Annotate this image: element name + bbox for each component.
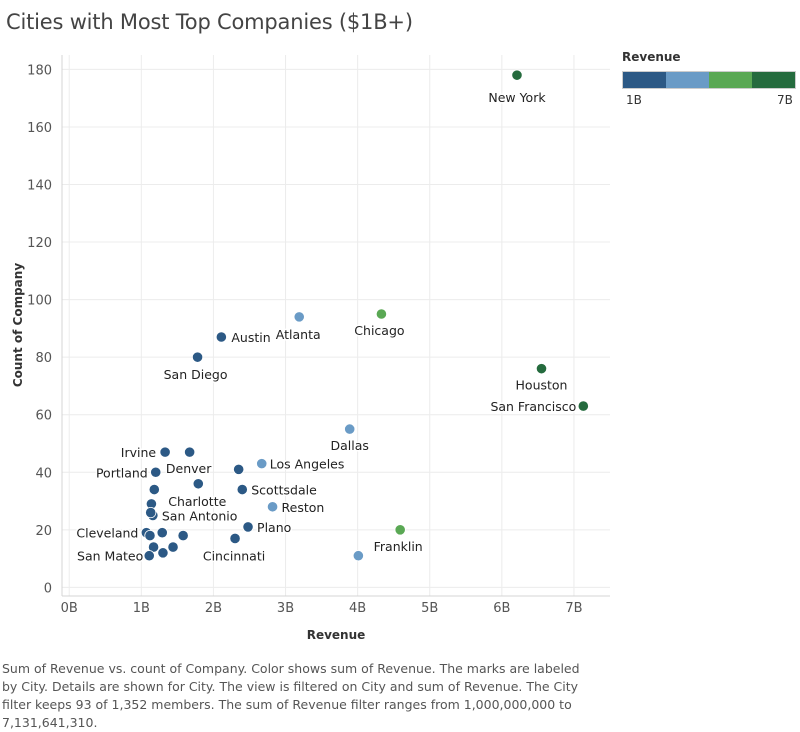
y-tick-label: 60 bbox=[35, 409, 52, 424]
axes: 0 20 40 60 80 100 120 140 160 180 0B 1B 2B 3B 4B 5B 6B 7B… bbox=[11, 55, 610, 642]
legend-swatch-4 bbox=[752, 72, 795, 88]
point-label-new-york: New York bbox=[488, 90, 546, 105]
x-tick-label: 1B bbox=[133, 601, 150, 616]
gridlines bbox=[62, 55, 610, 596]
data-point-plano bbox=[242, 521, 254, 533]
point-labels: New York Houston San Francisco Chicago Frank… bbox=[75, 89, 578, 566]
data-point-atlanta bbox=[293, 311, 305, 323]
data-point-unlabeled bbox=[233, 463, 245, 475]
data-point-cincinnati bbox=[229, 532, 241, 545]
data-point-charlotte bbox=[192, 478, 204, 490]
data-point-austin bbox=[215, 331, 227, 343]
legend-color-ramp bbox=[622, 71, 796, 89]
data-point-unlabeled bbox=[177, 529, 189, 542]
point-label-los-angeles: Los Angeles bbox=[270, 457, 345, 472]
point-label-irvine: Irvine bbox=[121, 445, 157, 460]
data-point-san-francisco bbox=[577, 400, 589, 412]
point-label-chicago: Chicago bbox=[354, 323, 404, 338]
data-point-scottsdale bbox=[236, 483, 248, 496]
y-tick-label: 40 bbox=[35, 466, 52, 481]
data-point-franklin bbox=[394, 524, 406, 536]
point-label-cincinnati: Cincinnati bbox=[203, 548, 265, 563]
point-label-san-diego: San Diego bbox=[164, 367, 228, 382]
point-label-scottsdale: Scottsdale bbox=[251, 483, 317, 498]
data-point-houston bbox=[535, 363, 548, 375]
point-label-portland: Portland bbox=[96, 465, 148, 480]
data-point-chicago bbox=[375, 308, 388, 320]
chart-caption: Sum of Revenue vs. count of Company. Col… bbox=[2, 661, 580, 730]
point-label-denver: Denver bbox=[166, 461, 212, 476]
point-label-austin: Austin bbox=[231, 330, 270, 345]
chart-title: Cities with Most Top Companies ($1B+) bbox=[6, 10, 413, 34]
x-tick-label: 4B bbox=[349, 601, 366, 616]
point-label-san-mateo: San Mateo bbox=[77, 549, 143, 564]
data-point-denver bbox=[184, 446, 196, 458]
y-tick-label: 20 bbox=[35, 524, 52, 539]
point-label-plano: Plano bbox=[257, 520, 291, 535]
data-point-san-diego bbox=[191, 351, 204, 363]
point-label-cleveland: Cleveland bbox=[76, 526, 138, 541]
y-tick-label: 0 bbox=[44, 581, 52, 596]
x-tick-label: 5B bbox=[421, 601, 438, 616]
y-tick-label: 120 bbox=[27, 236, 52, 251]
data-point-irvine bbox=[159, 446, 171, 458]
legend-swatch-1 bbox=[623, 72, 666, 88]
data-point-reston bbox=[266, 501, 279, 513]
x-tick-label: 0B bbox=[61, 601, 78, 616]
x-axis-title: Revenue bbox=[307, 628, 366, 642]
data-point-dallas bbox=[344, 423, 356, 435]
y-tick-label: 80 bbox=[35, 351, 52, 366]
legend-swatch-3 bbox=[709, 72, 752, 88]
point-label-dallas: Dallas bbox=[330, 438, 368, 453]
data-point-unlabeled bbox=[157, 547, 169, 559]
x-tick-label: 3B bbox=[277, 601, 294, 616]
point-label-charlotte: Charlotte bbox=[168, 494, 226, 509]
x-tick-label: 2B bbox=[205, 601, 222, 616]
data-point-los-angeles bbox=[256, 458, 268, 470]
y-tick-label: 140 bbox=[27, 178, 52, 193]
point-label-san-antonio: San Antonio bbox=[162, 508, 238, 523]
data-point-unlabeled bbox=[144, 529, 156, 542]
point-label-san-francisco: San Francisco bbox=[490, 399, 576, 414]
legend-min-label: 1B bbox=[626, 93, 642, 107]
y-axis-title: Count of Company bbox=[11, 263, 25, 387]
scatter-plot: 0 20 40 60 80 100 120 140 160 180 0B 1B 2B 3B 4B 5B 6B 7B… bbox=[11, 55, 610, 642]
data-points bbox=[140, 69, 589, 562]
color-legend[interactable]: Revenue 1B 7B bbox=[622, 50, 797, 109]
y-tick-label: 180 bbox=[27, 63, 52, 78]
data-point-unlabeled bbox=[352, 550, 364, 562]
point-label-franklin: Franklin bbox=[374, 539, 423, 554]
data-point-unlabeled bbox=[145, 506, 157, 519]
x-tick-label: 7B bbox=[565, 601, 582, 616]
data-point-unlabeled bbox=[148, 483, 160, 496]
y-tick-label: 100 bbox=[27, 294, 52, 309]
x-tick-label: 6B bbox=[493, 601, 510, 616]
point-label-atlanta: Atlanta bbox=[276, 327, 321, 342]
data-point-portland bbox=[150, 466, 162, 478]
point-label-reston: Reston bbox=[282, 500, 325, 515]
y-tick-label: 160 bbox=[27, 121, 52, 136]
data-point-new-york bbox=[511, 69, 523, 81]
point-label-houston: Houston bbox=[516, 378, 568, 393]
data-point-unlabeled bbox=[167, 541, 179, 553]
legend-swatch-2 bbox=[666, 72, 709, 88]
data-point-san-mateo bbox=[143, 550, 155, 562]
data-point-unlabeled bbox=[156, 527, 168, 539]
legend-title: Revenue bbox=[622, 50, 681, 64]
legend-max-label: 7B bbox=[777, 93, 793, 107]
